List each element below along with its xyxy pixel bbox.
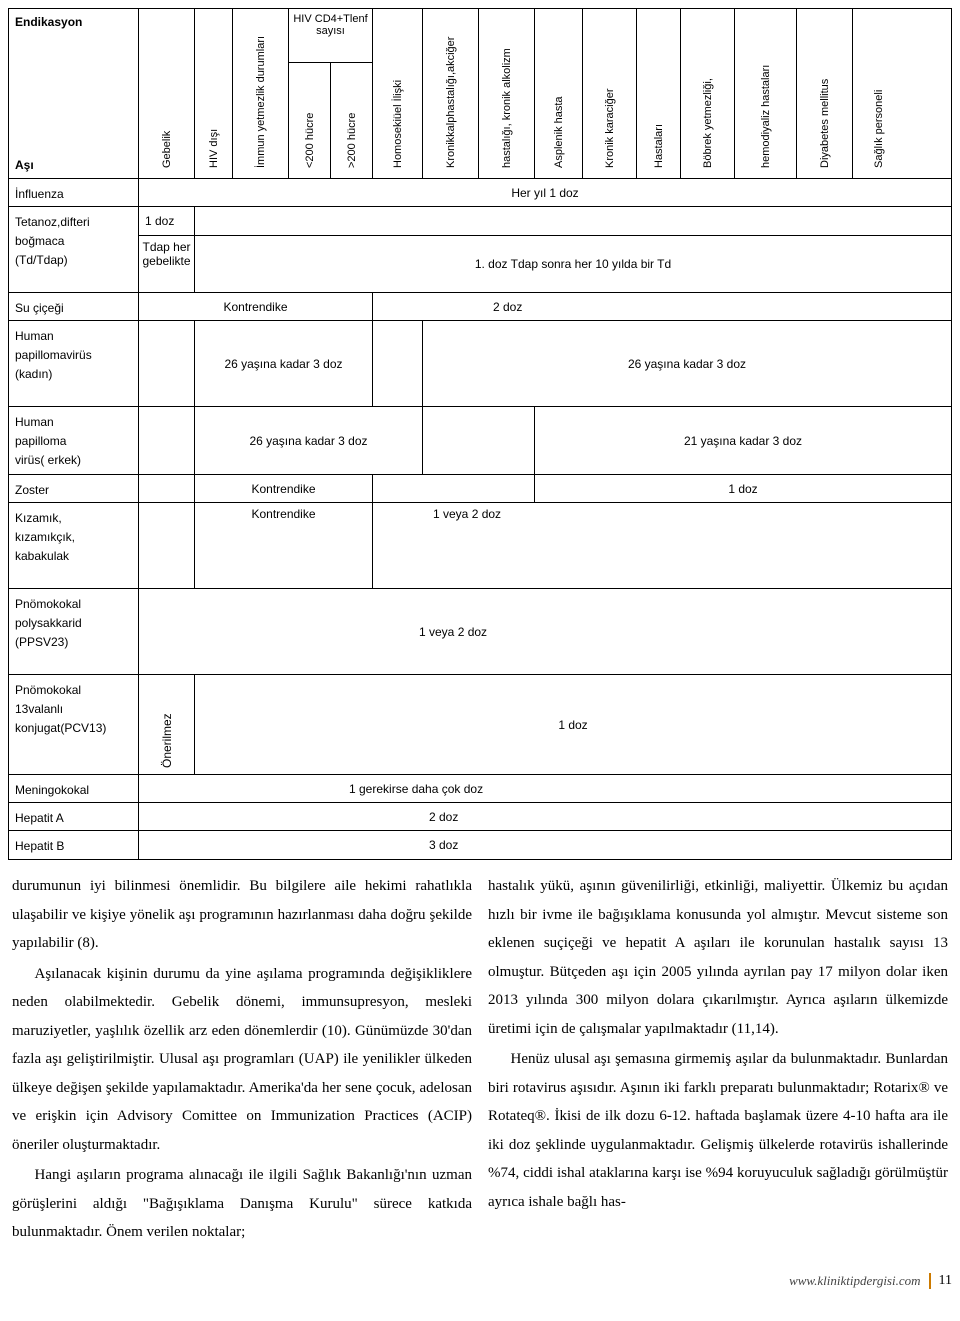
row-influenza: İnfluenza Her yıl 1 doz (9, 179, 951, 207)
body-col-right: hastalık yükü, aşının güvenilirliği, etk… (488, 872, 948, 1249)
page-footer: www.kliniktipdergisi.com 11 (8, 1273, 952, 1289)
hiv-lt200: <200 hücre (289, 63, 331, 178)
col-asplenik: Asplenik hasta (535, 9, 583, 178)
header-corner: Endikasyon Aşı (9, 9, 139, 178)
col-diyabet: Diyabetes mellitus (797, 9, 853, 178)
body-left-p2: Hangi aşıların programa alınacağı ile il… (12, 1161, 472, 1247)
footer-url: www.kliniktipdergisi.com (789, 1273, 920, 1289)
body-left-p1: Aşılanacak kişinin durumu da yine aşılam… (12, 960, 472, 1160)
page-number: 11 (929, 1273, 952, 1289)
col-hivdisi: HIV dışı (195, 9, 233, 178)
vaccine-table: Endikasyon Aşı Gebelik HIV dışı İmmun ye… (8, 8, 952, 860)
corner-bottom: Aşı (15, 158, 132, 172)
article-body: durumunun iyi bilinmesi önemlidir. Bu bi… (8, 872, 952, 1249)
row-hpv-erkek: Human papilloma virüs( erkek) 26 yaşına … (9, 407, 951, 475)
hiv-gt200: >200 hücre (331, 63, 372, 178)
col-hiv: HIV CD4+Tlenf sayısı <200 hücre >200 hüc… (289, 9, 373, 178)
body-right-p1: Henüz ulusal aşı şemasına girmemiş aşıla… (488, 1045, 948, 1216)
col-bobrek: Böbrek yetmezliği, (681, 9, 735, 178)
col-immun: İmmun yetmezlik durumları (233, 9, 289, 178)
col-homo: Homosekiüel İlişki (373, 9, 423, 178)
col-alkol: hastalığı, kronik alkolizm (479, 9, 535, 178)
col-kronakciger: Kronikkalphastalığı,akciğer (423, 9, 479, 178)
col-saglik: Sağlık personeli (853, 9, 905, 178)
body-right-p0: hastalık yükü, aşının güvenilirliği, etk… (488, 872, 948, 1043)
row-pcv13: Pnömokokal 13valanlı konjugat(PCV13) Öne… (9, 675, 951, 775)
col-gebelik: Gebelik (139, 9, 195, 178)
corner-top: Endikasyon (15, 15, 132, 29)
col-hastalari: Hastaları (637, 9, 681, 178)
col-kronkar: Kronik karaciğer (583, 9, 637, 178)
row-kizamik: Kızamık, kızamıkçık, kabakulak Kontrendi… (9, 503, 951, 589)
onerilmez-label: Önerilmez (160, 713, 174, 768)
body-left-p0: durumunun iyi bilinmesi önemlidir. Bu bi… (12, 872, 472, 958)
table-header: Endikasyon Aşı Gebelik HIV dışı İmmun ye… (9, 9, 951, 179)
row-mening: Meningokokal 1 gerekirse daha çok doz (9, 775, 951, 803)
row-ppsv23: Pnömokokal polysakkarid (PPSV23) 1 veya … (9, 589, 951, 675)
row-hepB: Hepatit B 3 doz (9, 831, 951, 859)
row-hpv-kadin: Human papillomavirüs (kadın) 26 yaşına k… (9, 321, 951, 407)
row-sucicegi: Su çiçeği Kontrendike 2 doz (9, 293, 951, 321)
body-col-left: durumunun iyi bilinmesi önemlidir. Bu bi… (12, 872, 472, 1249)
col-hemo: hemodiyaliz hastaları (735, 9, 797, 178)
hiv-top: HIV CD4+Tlenf sayısı (289, 9, 372, 63)
row-tetanoz: Tetanoz,difteri boğmaca (Td/Tdap) 1 doz … (9, 207, 951, 293)
row-zoster: Zoster Kontrendike 1 doz (9, 475, 951, 503)
row-hepA: Hepatit A 2 doz (9, 803, 951, 831)
